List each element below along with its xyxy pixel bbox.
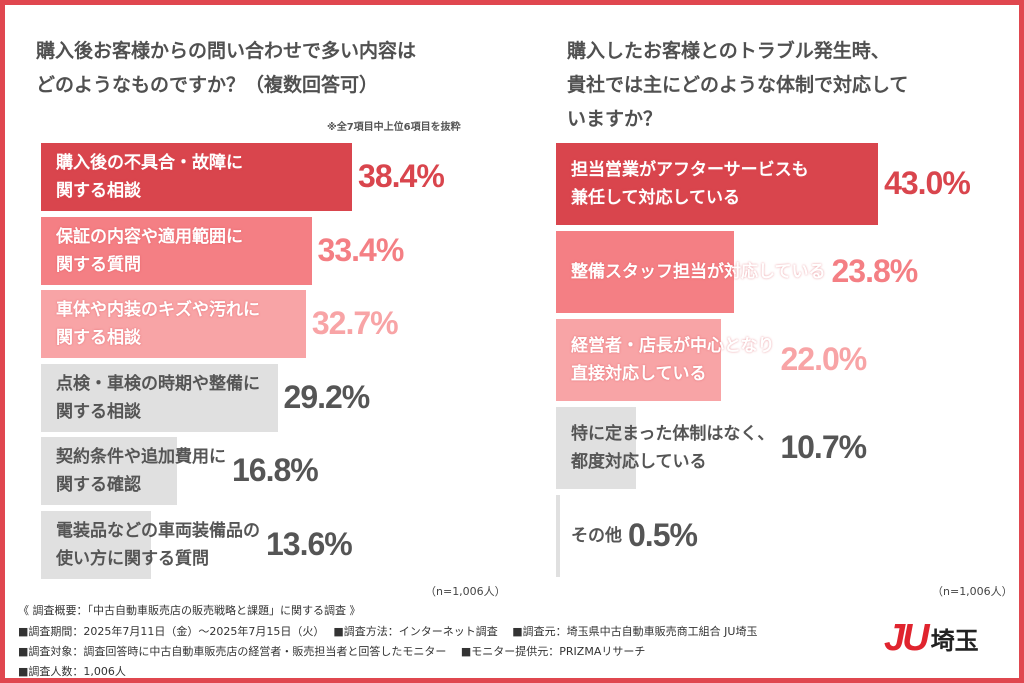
- bar: [41, 216, 312, 285]
- bar: [41, 143, 353, 211]
- bar-category-label: 電装品などの車両装備品の 使い方に関する質問: [56, 520, 260, 569]
- bar-value-label: 13.6%: [266, 525, 353, 562]
- right-chart-title: 購入したお客様とのトラブル発生時、 貴社では主にどのような体制で対応して います…: [567, 40, 909, 130]
- bar-category-label: 車体や内装のキズや汚れに 関する相談: [56, 300, 260, 348]
- logo-mark: JU: [884, 617, 930, 659]
- bar-category-label: 契約条件や追加費用に 関する確認: [56, 447, 226, 495]
- bar: [41, 437, 178, 505]
- bar-category-label: 整備スタッフ担当が対応している: [571, 262, 826, 282]
- bar: [556, 143, 879, 225]
- bar-value-label: 0.5%: [628, 517, 698, 553]
- bar: [556, 495, 560, 577]
- bar-category-label: 保証の内容や適用範囲に 関する質問: [56, 226, 243, 275]
- bar-value-label: 10.7%: [780, 429, 867, 465]
- bar: [556, 231, 735, 313]
- bar-value-label: 23.8%: [831, 253, 919, 289]
- left-chart-note: ※全7項目中上位6項目を抜粋: [327, 122, 461, 133]
- left-sample-size: （n=1,006人）: [425, 585, 506, 598]
- bar-value-label: 22.0%: [780, 341, 868, 377]
- bar: [41, 510, 152, 579]
- survey-line-3: ■調査人数：1,006人: [18, 665, 126, 678]
- bar-category-label: 特に定まった体制はなく、 都度対応している: [571, 424, 775, 472]
- bar-category-label: 点検・車検の時期や整備に 関する相談: [56, 373, 260, 422]
- survey-line-2: ■調査対象：調査回答時に中古自動車販売店の経営者・販売担当者と回答したモニター …: [18, 645, 646, 658]
- bar-category-label: 購入後の不具合・故障に 関する相談: [56, 153, 243, 201]
- bar-value-label: 29.2%: [283, 378, 371, 415]
- bar: [556, 407, 637, 489]
- survey-heading: 《 調査概要：「中古自動車販売店の販売戦略と課題」に関する調査 》: [18, 604, 361, 617]
- bar-category-label: 担当営業がアフターサービスも 兼任して対応している: [571, 160, 809, 208]
- right-sample-size: （n=1,006人）: [932, 585, 1013, 598]
- ju-saitama-logo: JU 埼玉: [884, 617, 979, 660]
- bar: [41, 290, 306, 358]
- bar-category-label: 経営者・店長が中心となり 直接対応している: [571, 336, 775, 384]
- bar-value-label: 33.4%: [317, 231, 405, 268]
- bar-value-label: 16.8%: [232, 452, 319, 488]
- bar-value-label: 43.0%: [884, 165, 971, 201]
- bar: [556, 319, 721, 401]
- survey-line-1: ■調査期間：2025年7月11日（金）〜2025年7月15日（火） ■調査方法：…: [18, 625, 758, 638]
- bar-value-label: 32.7%: [311, 305, 399, 341]
- logo-text: 埼玉: [930, 627, 979, 655]
- bar: [41, 363, 278, 432]
- left-chart-title: 購入後お客様からの問い合わせで多い内容は どのようなものですか？（複数回答可）: [36, 40, 417, 96]
- bar-category-label: その他: [571, 526, 622, 546]
- bar-value-label: 38.4%: [358, 158, 445, 194]
